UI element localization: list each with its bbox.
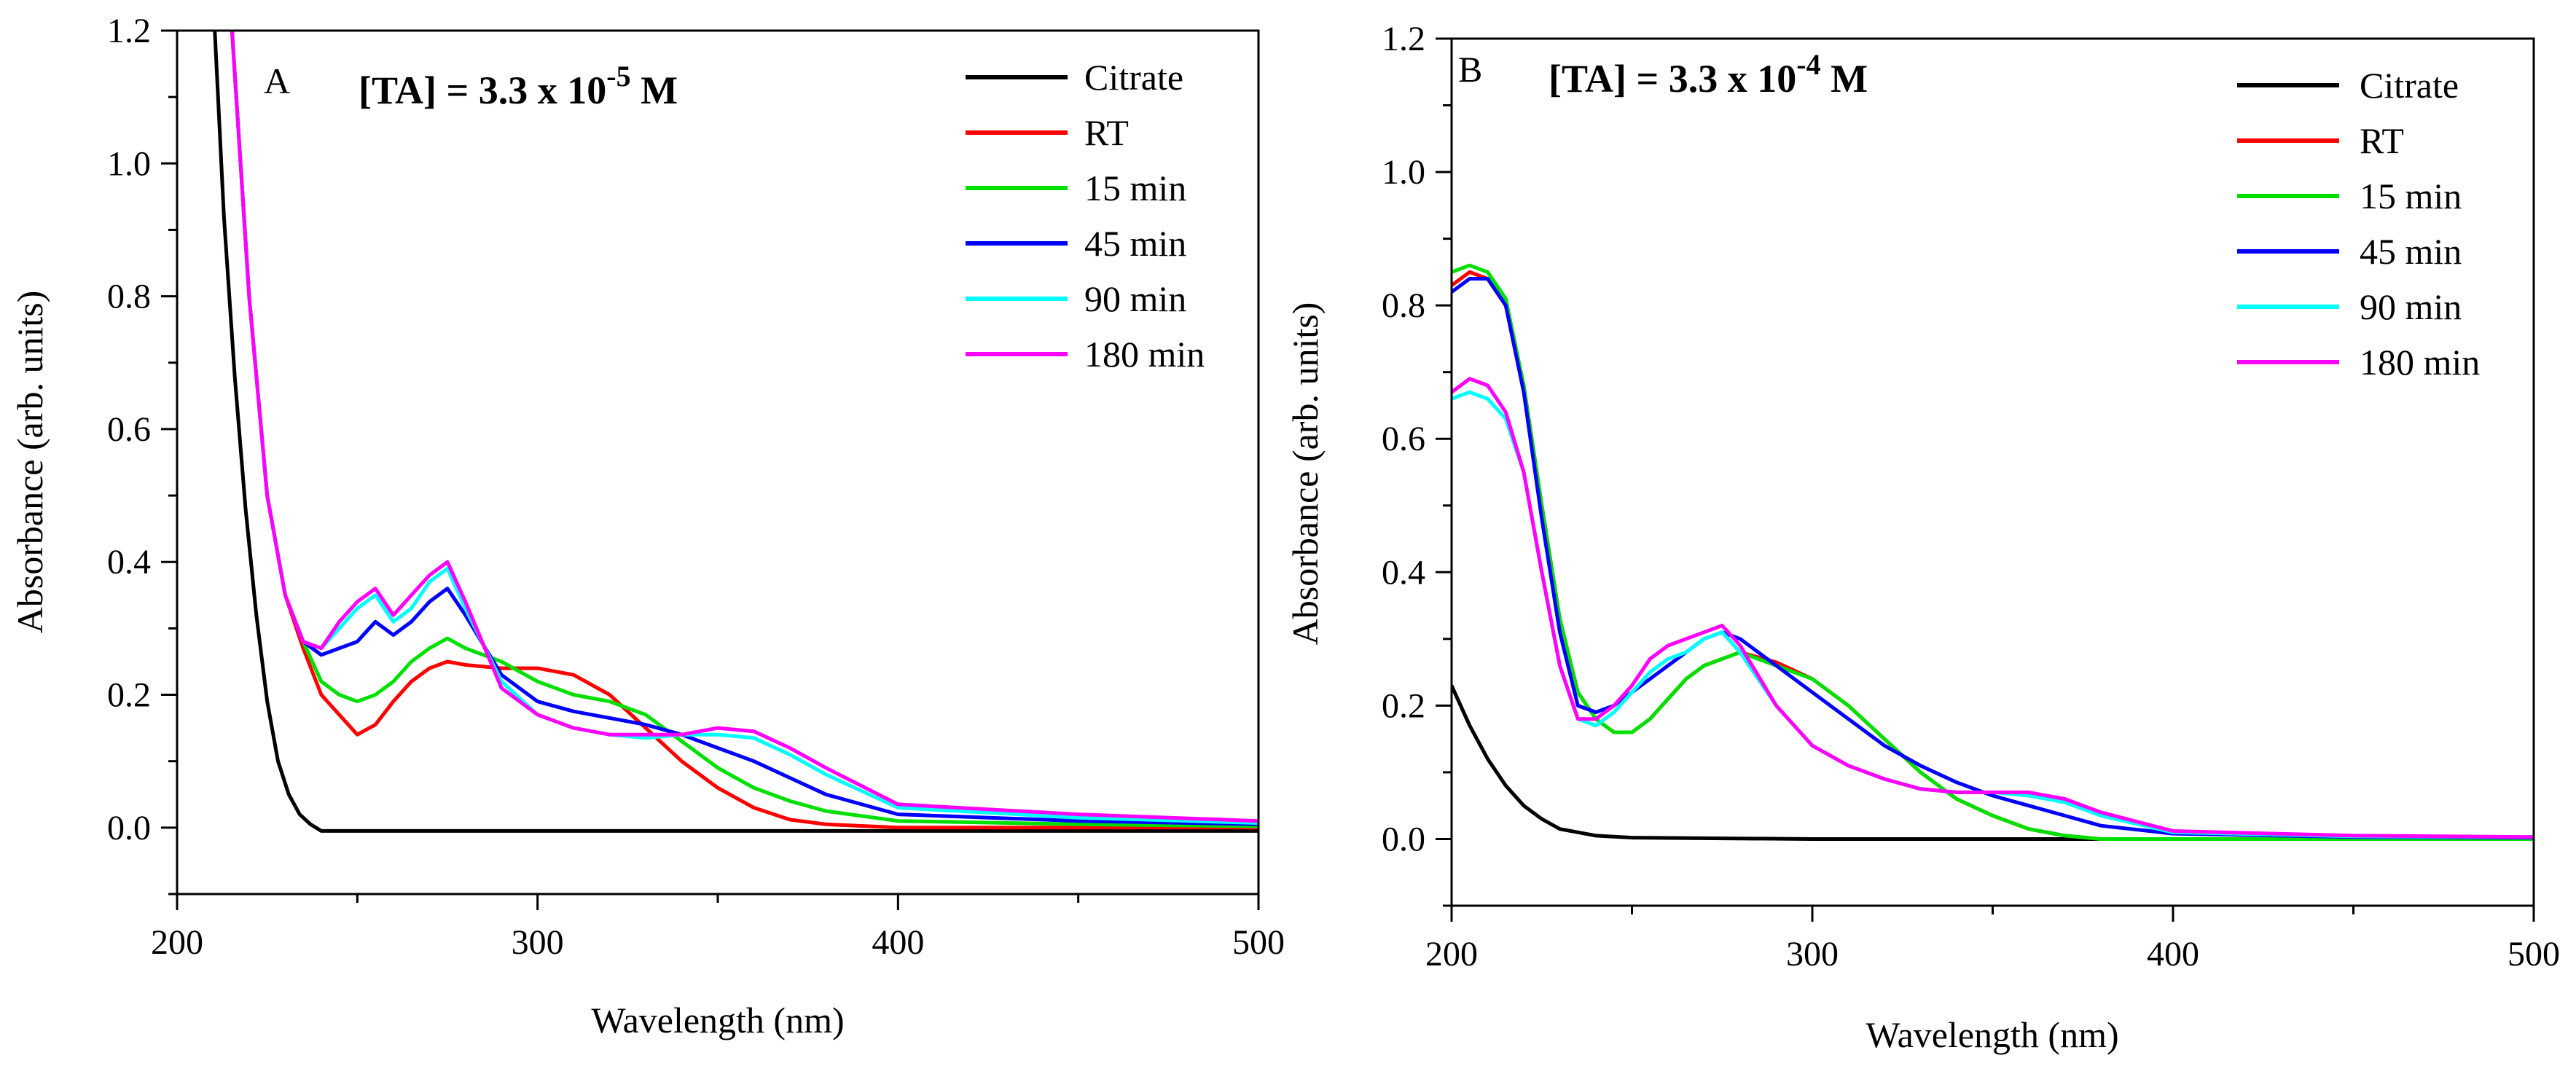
panel-a-x-tick-label: 300 — [512, 923, 564, 962]
panel-b-y-tick-label: 0.4 — [1382, 553, 1425, 592]
panel-a-legend-45-min-label: 45 min — [1084, 223, 1186, 264]
panel-b-conc-prefix: [TA] = 3.3 x 10 — [1549, 57, 1796, 101]
panel-b-y-axis-label: Absorbance (arb. units) — [1285, 302, 1326, 646]
panel-b-conc-exponent: -4 — [1796, 48, 1820, 81]
panel-a-letter: A — [264, 60, 290, 101]
panel-a-y-tick-label: 0.4 — [107, 543, 151, 581]
panel-a-series-15-min-line — [230, 31, 1258, 828]
panel-b-legend-citrate-label: Citrate — [2360, 65, 2459, 106]
panel-a-conc-exponent: -5 — [606, 60, 630, 93]
panel-a-concentration-label: [TA] = 3.3 x 10-5 M — [359, 60, 678, 112]
panel-a-legend-180-min-label: 180 min — [1084, 334, 1205, 375]
panel-b-y-tick-label: 0.2 — [1382, 686, 1425, 725]
panel-a-y-tick-label: 0.0 — [107, 809, 151, 847]
panel-a: 200 300 400 500 0.0 0.2 0.4 0.6 0.8 1.0 1.2 A [TA]… — [9, 12, 1285, 1040]
panel-b-series-180-min-line — [1452, 377, 2534, 839]
panel-a-conc-suffix: M — [631, 68, 678, 112]
panel-b-y-tick-label: 0.8 — [1382, 286, 1425, 325]
panel-a-series-rt-line — [230, 31, 1258, 830]
panel-b-legend-180-min-label: 180 min — [2360, 342, 2480, 383]
panel-a-legend-citrate-label: Citrate — [1084, 57, 1183, 98]
panel-b-x-tick-label: 300 — [1786, 935, 1839, 973]
panel-b-concentration-label: [TA] = 3.3 x 10-4 M — [1549, 48, 1868, 101]
panel-b-y-tick-label: 1.0 — [1382, 153, 1425, 192]
panel-b-series-citrate-line — [1452, 684, 2534, 841]
panel-b-conc-suffix: M — [1821, 57, 1868, 101]
panel-a-y-tick-label: 1.0 — [107, 144, 151, 183]
panel-a-series-45-min-line — [230, 31, 1258, 826]
panel-a-y-tick-label: 0.8 — [107, 278, 151, 316]
panel-a-y-tick-label: 0.6 — [107, 410, 151, 449]
panel-a-ticks: 200 300 400 500 0.0 0.2 0.4 0.6 0.8 1.0 1.2 — [107, 12, 1285, 962]
panel-b-x-tick-label: 200 — [1425, 935, 1478, 973]
panel-a-x-tick-label: 500 — [1232, 923, 1285, 962]
panel-b-letter: B — [1458, 49, 1482, 90]
panel-a-legend-90-min-label: 90 min — [1084, 278, 1186, 319]
panel-b-legend-rt-label: RT — [2360, 120, 2404, 161]
panel-b-legend-15-min-label: 15 min — [2360, 176, 2462, 216]
panel-a-series-layer — [213, 31, 1258, 833]
panel-b-x-tick-label: 500 — [2508, 935, 2560, 973]
panel-b-legend: Citrate RT 15 min 45 min 90 min 180 min — [2237, 65, 2480, 383]
panel-b-y-tick-label: 0.6 — [1382, 420, 1425, 458]
panel-a-series-citrate-line — [213, 31, 1258, 833]
panel-b: 200 300 400 500 0.0 0.2 0.4 0.6 0.8 1.0 1.2 B [TA]… — [1285, 20, 2560, 1055]
panel-b-ticks: 200 300 400 500 0.0 0.2 0.4 0.6 0.8 1.0 1.2 — [1382, 20, 2560, 973]
panel-a-x-axis-label: Wavelength (nm) — [591, 1000, 844, 1040]
panel-b-y-tick-label: 1.2 — [1382, 20, 1425, 58]
panel-a-legend-rt-label: RT — [1084, 112, 1129, 153]
panel-b-x-axis-label: Wavelength (nm) — [1866, 1014, 2118, 1055]
panel-b-x-tick-label: 400 — [2147, 935, 2199, 973]
panel-a-y-axis-label: Absorbance (arb. units) — [9, 291, 50, 634]
panel-a-conc-prefix: [TA] = 3.3 x 10 — [359, 68, 606, 112]
panel-a-series-180-min-line — [230, 31, 1258, 823]
panel-b-series-layer — [1452, 263, 2534, 841]
panel-a-legend: Citrate RT 15 min 45 min 90 min 180 min — [966, 57, 1205, 375]
panel-a-x-tick-label: 400 — [872, 923, 924, 962]
panel-b-legend-90-min-label: 90 min — [2360, 286, 2462, 327]
panel-a-y-tick-label: 0.2 — [107, 676, 151, 715]
panel-a-y-tick-label: 1.2 — [107, 12, 151, 50]
panel-a-x-tick-label: 200 — [151, 923, 203, 962]
panel-b-legend-45-min-label: 45 min — [2360, 231, 2462, 272]
panel-b-y-tick-label: 0.0 — [1382, 820, 1425, 858]
panel-a-legend-15-min-label: 15 min — [1084, 168, 1186, 208]
